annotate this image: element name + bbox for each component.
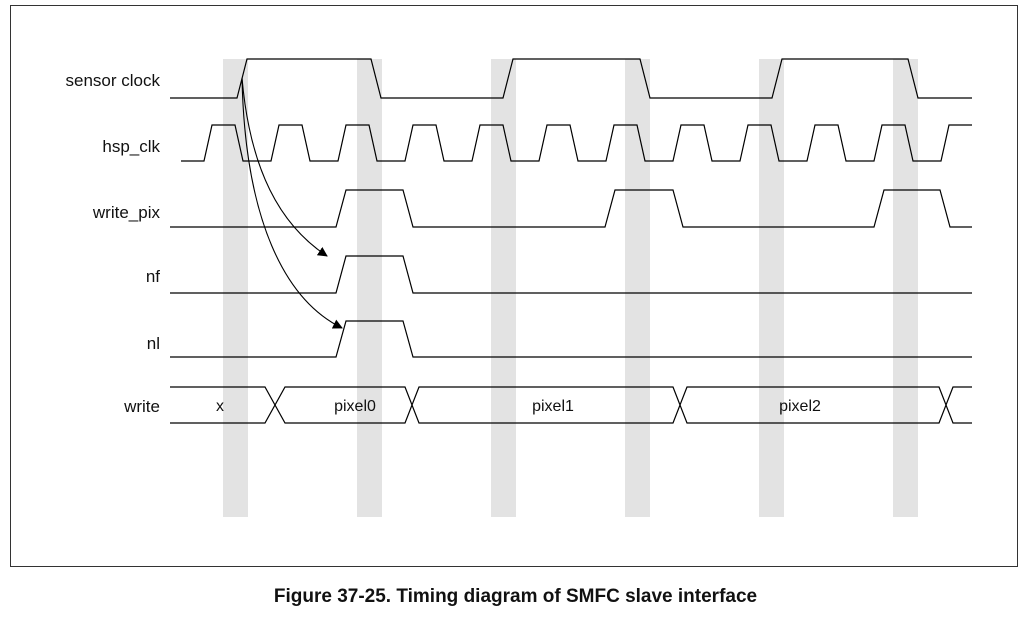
causality-arrows	[241, 77, 343, 329]
highlight-band	[759, 59, 784, 517]
signal-label-write-pix: write_pix	[92, 203, 161, 222]
highlight-bands	[223, 59, 918, 517]
signal-label-nf: nf	[146, 267, 160, 286]
signal-label-hsp-clk: hsp_clk	[102, 137, 160, 156]
waveforms	[170, 58, 972, 424]
bus-bottom-line	[170, 403, 972, 424]
signal-label-write: write	[123, 397, 160, 416]
sensor-clock-waveform	[170, 58, 972, 99]
signal-labels: sensor clock hsp_clk write_pix nf nl wri…	[66, 71, 161, 416]
bus-value-labels: x pixel0 pixel1 pixel2	[216, 398, 821, 415]
bus-value-pixel1: pixel1	[532, 398, 574, 415]
signal-label-sensor-clock: sensor clock	[66, 71, 161, 90]
highlight-band	[491, 59, 516, 517]
highlight-band	[625, 59, 650, 517]
highlight-band	[223, 59, 248, 517]
highlight-band	[893, 59, 918, 517]
bus-top-line	[170, 386, 972, 407]
highlight-band	[357, 59, 382, 517]
arrow-sensor-clock-to-nf	[241, 77, 328, 257]
bus-value-pixel2: pixel2	[779, 398, 821, 415]
write-bus-waveform	[170, 386, 972, 424]
nf-waveform	[170, 255, 972, 294]
hsp-clk-waveform	[181, 124, 972, 162]
bus-value-pixel0: pixel0	[334, 398, 376, 415]
bus-value-x: x	[216, 398, 224, 415]
figure-caption: Figure 37-25. Timing diagram of SMFC sla…	[273, 586, 758, 607]
arrow-sensor-clock-to-nl	[241, 77, 343, 329]
write-pix-waveform	[170, 189, 972, 228]
nl-waveform	[170, 320, 972, 358]
signal-label-nl: nl	[147, 334, 160, 353]
diagram-frame	[10, 5, 1018, 567]
